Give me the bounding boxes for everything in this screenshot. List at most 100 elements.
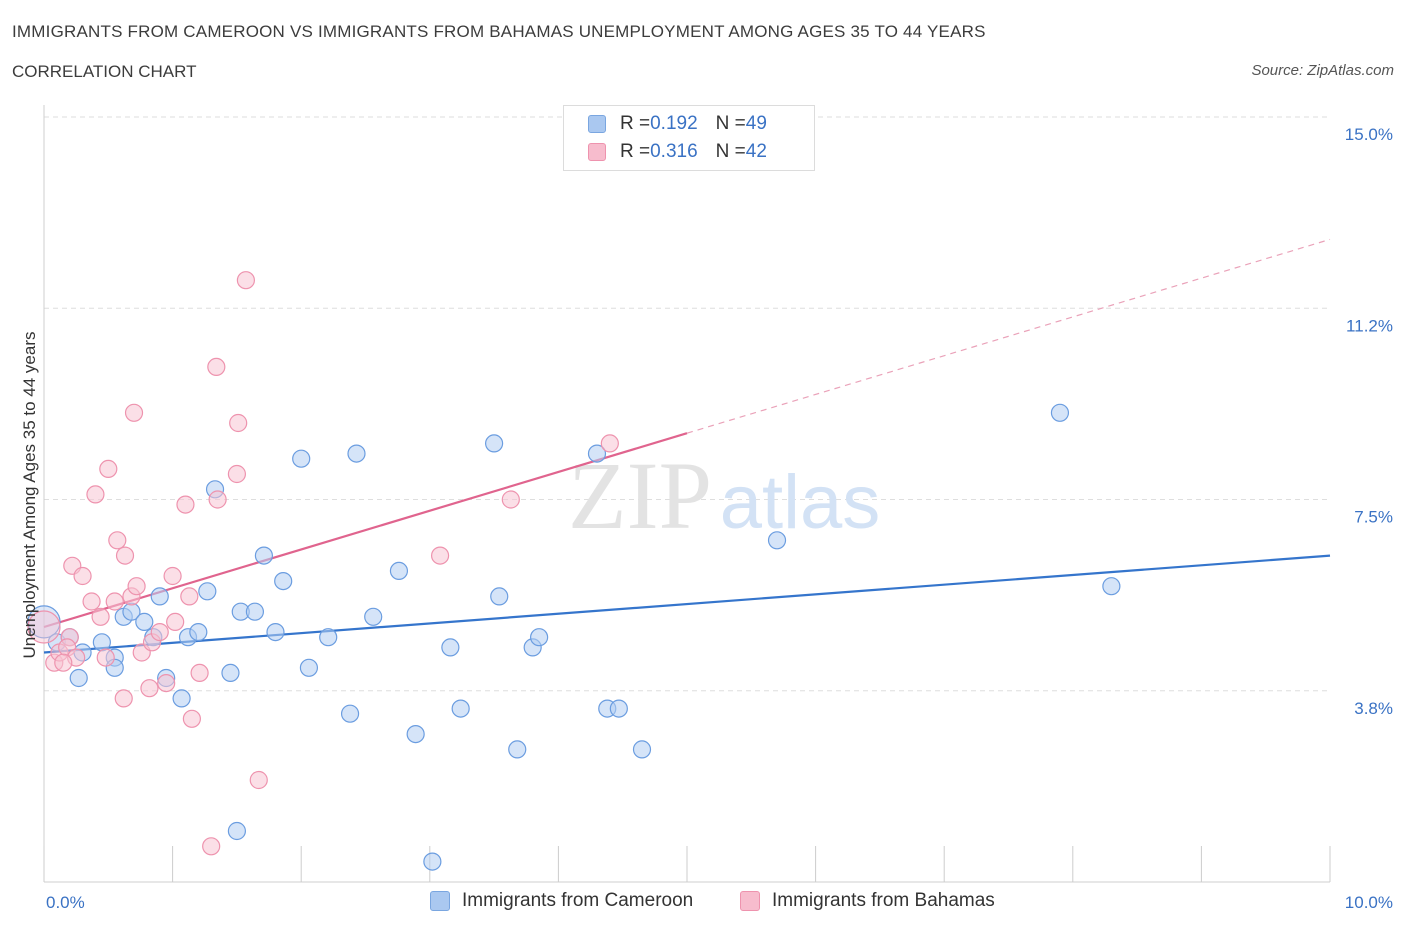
y-tick-label: 3.8% <box>1354 699 1393 718</box>
legend-row-bahamas: R = 0.316 N = 42 <box>588 140 767 164</box>
data-point <box>91 607 110 626</box>
legend-r-label: R = <box>620 141 651 162</box>
data-point <box>451 699 470 718</box>
data-point <box>198 582 217 601</box>
data-point <box>347 444 366 463</box>
data-point <box>207 357 226 376</box>
data-point <box>166 612 185 632</box>
tick-labels: 3.8% 7.5% 11.2% 15.0% 0.0% 10.0% <box>46 125 1393 912</box>
data-point <box>176 495 195 514</box>
data-point <box>221 663 240 683</box>
data-point <box>180 587 199 606</box>
legend-n-label: N = <box>715 113 746 134</box>
data-point <box>319 628 338 647</box>
data-point <box>229 413 248 433</box>
data-point <box>508 740 527 759</box>
legend-r-value: 0.316 <box>650 141 698 162</box>
data-point <box>587 444 607 463</box>
data-point <box>190 663 209 683</box>
series-label-cameroon: Immigrants from Cameroon <box>462 890 694 911</box>
data-point <box>423 852 442 871</box>
data-point <box>245 602 265 621</box>
legend-n-label: N = <box>715 141 746 162</box>
data-point <box>609 699 628 718</box>
data-point <box>202 837 221 856</box>
data-point <box>1102 577 1121 596</box>
data-point <box>96 648 115 667</box>
data-point <box>92 633 111 652</box>
data-point <box>364 607 383 626</box>
series-label-bahamas: Immigrants from Bahamas <box>772 890 995 911</box>
data-point <box>54 653 73 672</box>
source-note: Source: ZipAtlas.com <box>1251 62 1394 79</box>
data-point <box>430 546 450 565</box>
x-tick-label: 10.0% <box>1345 893 1393 912</box>
data-point <box>86 485 105 504</box>
series-swatch-cameroon <box>430 891 450 911</box>
data-point <box>767 531 787 550</box>
trend-line <box>43 554 1331 654</box>
data-point <box>140 679 159 698</box>
data-point <box>163 566 182 586</box>
data-point <box>254 546 274 565</box>
data-point <box>157 673 176 693</box>
data-point <box>340 704 360 723</box>
legend-r-value: 0.192 <box>650 113 698 134</box>
legend-swatch-bahamas <box>588 143 606 161</box>
data-point <box>600 434 619 453</box>
data-point <box>1050 403 1070 422</box>
data-point <box>227 821 246 841</box>
data-point <box>150 622 169 642</box>
data-point <box>69 668 88 688</box>
chart-subtitle: CORRELATION CHART <box>12 62 197 81</box>
legend-row-cameroon: R = 0.192 N = 49 <box>588 112 767 136</box>
data-point <box>292 449 311 468</box>
axes <box>43 105 1331 883</box>
data-point <box>99 459 118 478</box>
data-point <box>299 658 319 677</box>
y-tick-label: 11.2% <box>1346 316 1393 335</box>
data-point <box>490 587 509 606</box>
data-point <box>632 740 652 759</box>
data-point <box>108 531 127 550</box>
x-tick-label: 0.0% <box>46 893 85 912</box>
data-point <box>236 271 256 290</box>
data-point <box>227 464 246 484</box>
data-point <box>82 592 101 611</box>
legend-r-label: R = <box>620 113 651 134</box>
data-points <box>27 271 1121 871</box>
stats-legend: R = 0.192 N = 49 R = 0.316 N = 42 <box>563 105 815 171</box>
y-tick-label: 7.5% <box>1354 508 1393 527</box>
data-point <box>115 546 135 565</box>
data-point <box>389 561 409 581</box>
chart-title: IMMIGRANTS FROM CAMEROON VS IMMIGRANTS F… <box>12 22 986 41</box>
y-tick-label: 15.0% <box>1345 125 1393 144</box>
data-point <box>274 571 293 591</box>
data-point <box>27 610 61 644</box>
data-point <box>266 622 285 642</box>
data-point <box>485 434 504 453</box>
data-point <box>172 689 191 708</box>
data-point <box>127 577 146 596</box>
data-point <box>441 638 460 657</box>
data-point <box>27 605 61 639</box>
watermark: ZIP atlas <box>568 442 880 549</box>
series-legend-cameroon[interactable]: Immigrants from Cameroon <box>430 890 693 912</box>
data-point <box>189 622 208 642</box>
watermark-atlas: atlas <box>720 460 881 545</box>
data-point <box>501 490 520 509</box>
legend-swatch-cameroon <box>588 115 606 133</box>
data-point <box>406 724 425 744</box>
data-point <box>135 612 154 632</box>
series-legend-bahamas[interactable]: Immigrants from Bahamas <box>740 890 995 912</box>
data-point <box>124 403 144 422</box>
series-legend: Immigrants from Cameroon Immigrants from… <box>0 890 1406 916</box>
data-point <box>105 592 124 611</box>
series-swatch-bahamas <box>740 891 760 911</box>
data-point <box>249 770 268 790</box>
data-point <box>530 628 549 647</box>
legend-n-value: 49 <box>745 113 767 134</box>
y-axis-label: Unemployment Among Ages 35 to 44 years <box>20 331 39 659</box>
data-point <box>150 587 169 606</box>
